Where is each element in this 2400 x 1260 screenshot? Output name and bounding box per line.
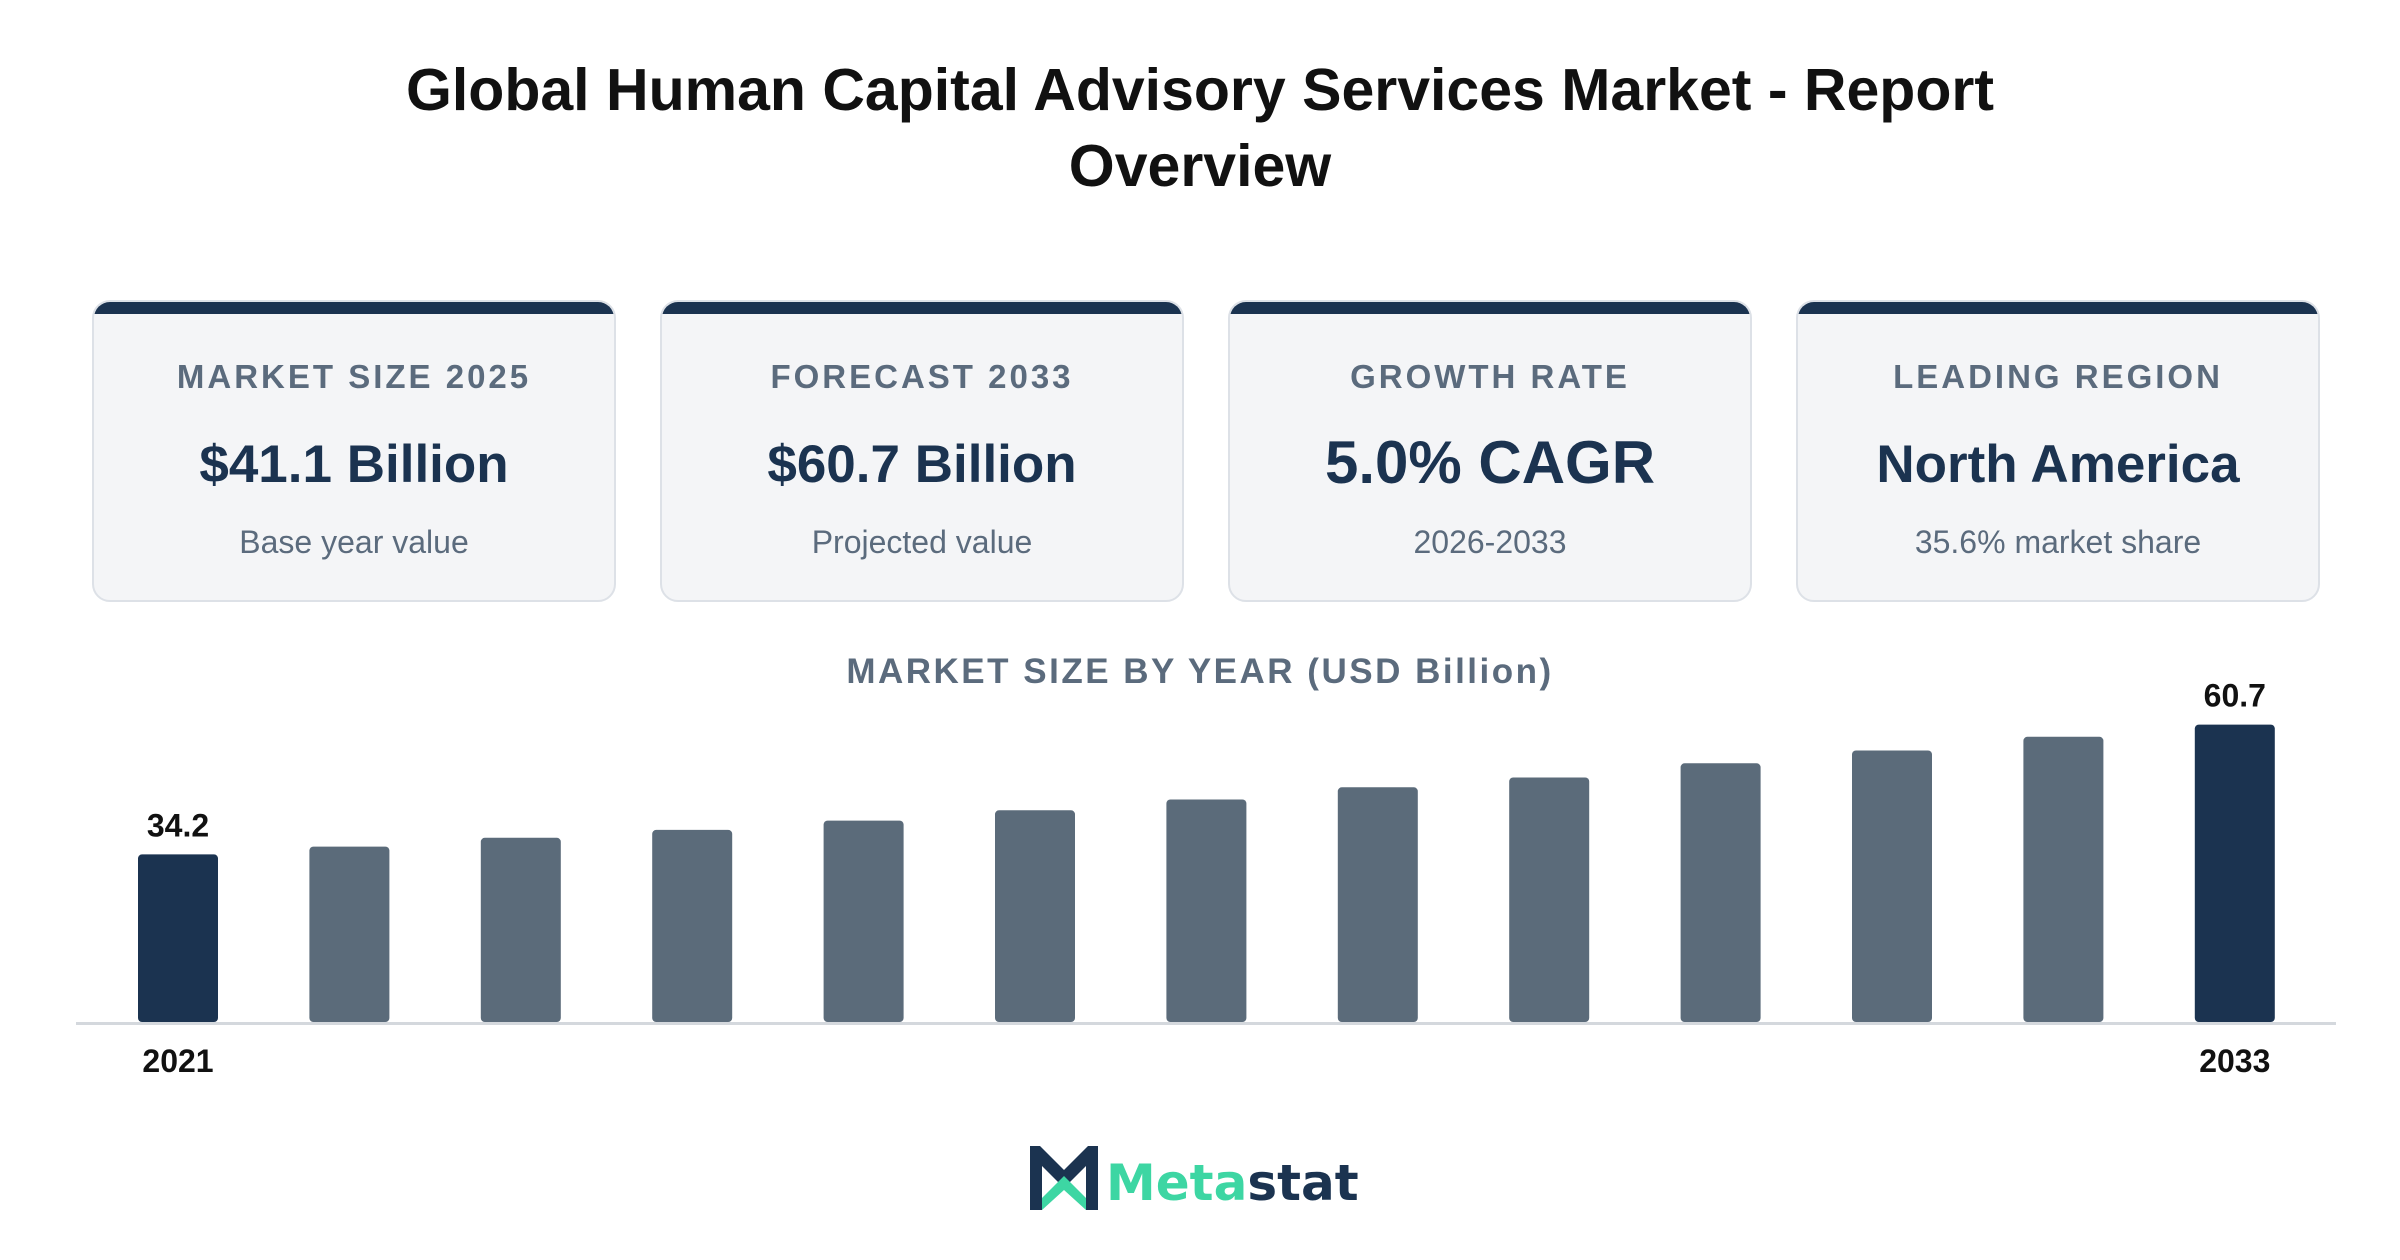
data-label-2021: 34.2 [147, 807, 209, 843]
bar-2030 [1680, 763, 1761, 1022]
card-accent-bar [1230, 302, 1750, 314]
card-subtext: Projected value [811, 524, 1033, 560]
bar-2029 [1509, 777, 1590, 1022]
card-label: LEADING REGION [1893, 358, 2223, 395]
bar-2032 [2023, 736, 2104, 1022]
bar-2026 [995, 810, 1075, 1022]
metastat-logo: Metastat [1030, 1146, 1359, 1212]
card-accent-bar [662, 302, 1182, 314]
metastat-mark-icon [1030, 1146, 1098, 1210]
title-line-2: Overview [1068, 133, 1332, 199]
chart-title: MARKET SIZE BY YEAR (USD Billion) [846, 652, 1554, 691]
bar-2028 [1337, 787, 1418, 1022]
bar-2027 [1166, 799, 1247, 1022]
card-label: GROWTH RATE [1350, 358, 1630, 395]
bar-2031 [1852, 750, 1932, 1022]
brand-name: Metastat [1106, 1154, 1359, 1212]
card-subtext: 35.6% market share [1914, 524, 2202, 560]
page-title: Global Human Capital Advisory Services M… [300, 52, 2100, 204]
bar-2033 [2194, 724, 2275, 1022]
card-accent-bar [94, 302, 614, 314]
bar-2024 [652, 829, 733, 1022]
data-label-2033: 60.7 [2204, 678, 2266, 714]
card-forecast: FORECAST 2033 $60.7 Billion Projected va… [660, 300, 1184, 602]
bar-chart: 34.2 2021 60.7 2033 [76, 678, 2336, 1079]
bar-2021 [138, 854, 218, 1022]
card-accent-bar [1798, 302, 2318, 314]
brand-name-part-2: stat [1247, 1154, 1358, 1212]
card-value: $41.1 Billion [199, 435, 509, 494]
bar-2025 [823, 820, 904, 1022]
card-value: 5.0% CAGR [1324, 429, 1656, 496]
card-label: MARKET SIZE 2025 [176, 358, 532, 395]
card-growth-rate: GROWTH RATE 5.0% CAGR 2026-2033 [1228, 300, 1752, 602]
brand-name-part-1: Meta [1106, 1154, 1247, 1212]
summary-cards: MARKET SIZE 2025 $41.1 Billion Base year… [92, 300, 2320, 604]
bar-2022 [309, 846, 390, 1022]
card-subtext: Base year value [239, 524, 469, 560]
card-label: FORECAST 2033 [770, 358, 1074, 395]
bar-2023 [480, 837, 561, 1022]
x-tick-label-2033: 2033 [2199, 1043, 2270, 1079]
card-market-size: MARKET SIZE 2025 $41.1 Billion Base year… [92, 300, 616, 602]
card-value: $60.7 Billion [767, 435, 1077, 494]
card-leading-region: LEADING REGION North America 35.6% marke… [1796, 300, 2320, 602]
title-line-1: Global Human Capital Advisory Services M… [406, 57, 1994, 123]
x-tick-label-2021: 2021 [142, 1043, 213, 1079]
card-value: North America [1876, 435, 2240, 494]
card-subtext: 2026-2033 [1413, 524, 1567, 560]
